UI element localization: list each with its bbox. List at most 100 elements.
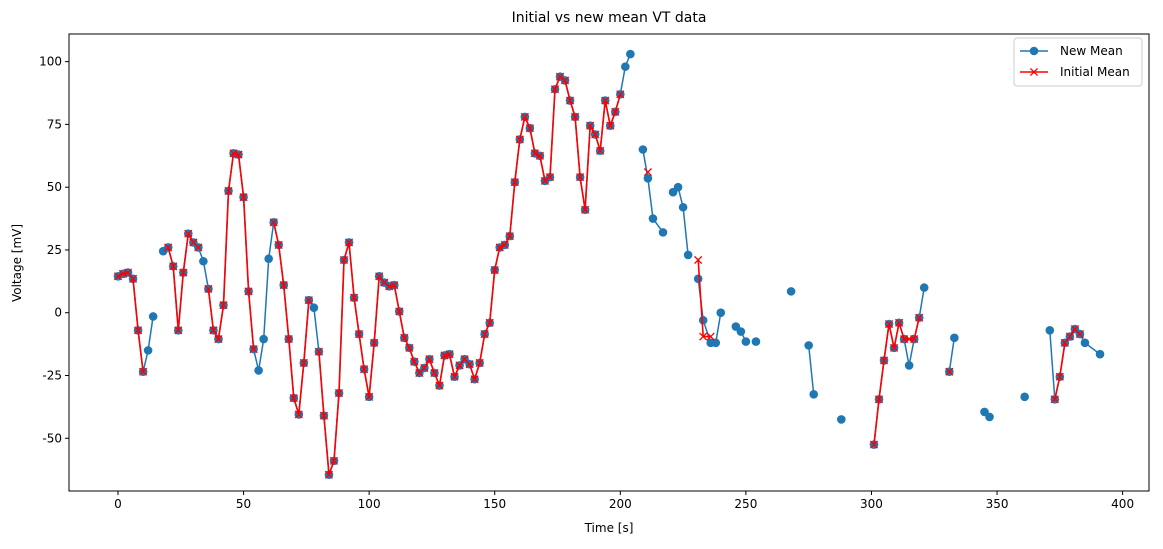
plot-frame [68,33,1150,492]
data-point [786,287,796,296]
series-line [117,271,154,373]
data-point-x [601,96,610,105]
data-point [658,228,668,237]
data-point-x [314,347,323,356]
data-point [716,308,726,318]
data-point-x [643,168,652,177]
data-point-x [229,149,238,158]
data-point-x [910,335,919,344]
data-point-x [304,296,313,305]
data-point-x [134,326,143,335]
data-point-x [611,107,620,116]
x-tick-label: 50 [236,497,251,511]
data-point-x [294,410,303,419]
y-tick-label: 100 [39,55,62,69]
y-tick-label: 25 [47,243,62,257]
data-point [950,333,959,343]
legend: New Mean Initial Mean [1013,37,1143,87]
data-point-x [510,178,519,187]
data-point-x [395,307,404,316]
data-point-x [596,146,605,155]
data-point-x [420,363,429,373]
data-point-x [430,368,439,378]
x-tick-label: 150 [483,497,506,511]
data-point-x [530,149,539,158]
data-point [309,303,319,312]
data-point-x [299,358,308,367]
data-point-x [694,255,703,265]
data-point-x [355,330,364,339]
data-point-x [209,326,218,335]
series-line [162,53,631,476]
data-point-x [560,76,570,85]
data-point [643,174,653,183]
data-point-x [576,173,585,182]
data-point-x [179,268,188,277]
data-point-x [566,96,575,105]
data-point-x [324,470,334,479]
data-point-x [425,355,434,364]
data-point-x [219,301,228,310]
series-line [207,152,255,350]
y-tick-label: 75 [47,117,62,131]
data-point-x [400,333,409,342]
data-point [678,202,688,212]
data-point-x [545,173,555,182]
data-point-x [495,243,504,252]
data-point [736,327,746,336]
data-point-x [571,112,580,121]
data-point-x [555,72,565,81]
data-point-x [1060,338,1069,347]
data-point-x [500,240,509,249]
data-point [626,49,635,59]
data-point-x [945,367,954,376]
data-point [751,337,761,346]
data-point [919,283,929,292]
data-point-x [480,330,489,339]
data-point [259,334,268,344]
series-line [642,149,664,233]
series-line [672,186,689,256]
data-point-x [525,124,534,133]
data-point-x [475,358,484,367]
data-point [693,274,703,284]
data-point-x [405,343,414,352]
data-point-x [890,343,899,352]
plot-area [113,49,1105,479]
data-point-x [465,360,474,369]
data-point [741,337,751,346]
series-new-mean [113,49,1105,479]
data-point-x [113,272,123,281]
x-tick-label: 350 [986,497,1009,511]
data-point-x [375,272,384,281]
data-point-x [269,218,278,227]
x-tick-label: 250 [734,497,757,511]
data-point-x [485,318,494,327]
data-point-x [706,332,715,341]
data-point-x [284,335,293,344]
data-point [809,390,818,399]
y-tick-label: 50 [47,180,62,194]
data-point-x [1075,330,1084,339]
data-point [148,312,158,321]
data-point [648,214,658,223]
series-line [318,75,622,476]
data-point-x [1065,332,1074,341]
legend-label-initial-mean: Initial Mean [1060,65,1130,79]
data-point-x [204,284,213,293]
data-point-x [329,456,339,465]
legend-marker-initial-mean [1029,67,1039,77]
data-point-x [515,135,524,144]
data-point-x [289,394,298,403]
data-point-x [445,350,454,359]
data-point-x [1050,395,1059,404]
series-line [948,337,956,372]
series-initial-mean [113,72,1084,479]
data-point [143,346,153,355]
data-point [698,315,708,325]
data-point-x [535,151,544,160]
data-point-x [139,367,148,376]
data-point-x [319,411,328,420]
data-point-x [895,318,904,327]
